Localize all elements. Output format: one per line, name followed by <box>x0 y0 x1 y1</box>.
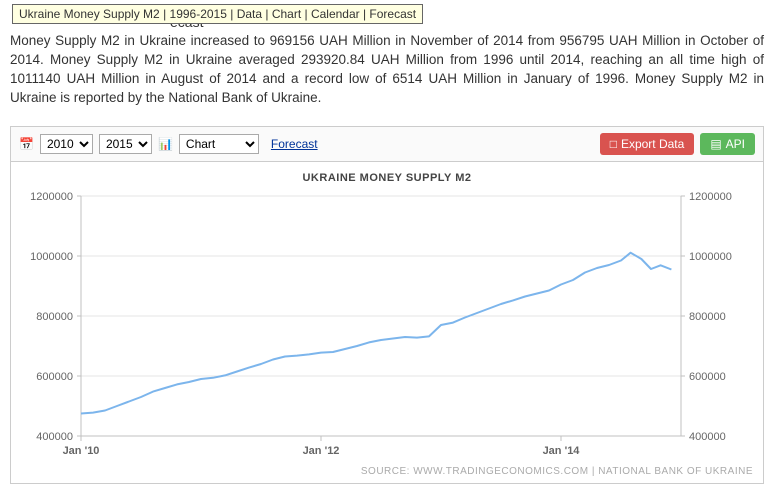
svg-text:400000: 400000 <box>36 431 73 443</box>
chart-toolbar: 📅 2010 2015 📊 Chart Forecast □ Export Da… <box>11 127 763 162</box>
svg-text:400000: 400000 <box>689 431 726 443</box>
chart-svg: 400000 400000 600000 600000 800000 800000 1000… <box>11 186 751 466</box>
svg-text:Jan '10: Jan '10 <box>63 445 100 457</box>
svg-text:600000: 600000 <box>36 371 73 383</box>
description-paragraph: Money Supply M2 in Ukraine increased to … <box>10 32 764 108</box>
svg-text:800000: 800000 <box>689 311 726 323</box>
chart-source: SOURCE: WWW.TRADINGECONOMICS.COM | NATIO… <box>11 466 763 483</box>
svg-text:1000000: 1000000 <box>689 251 732 263</box>
svg-text:800000: 800000 <box>36 311 73 323</box>
calendar-from-icon: 📅 <box>19 137 34 151</box>
chart-type-icon: 📊 <box>158 137 173 151</box>
svg-text:600000: 600000 <box>689 371 726 383</box>
to-year-select[interactable]: 2015 <box>99 134 152 154</box>
svg-text:1200000: 1200000 <box>689 191 732 203</box>
from-year-select[interactable]: 2010 <box>40 134 93 154</box>
chart-panel: 📅 2010 2015 📊 Chart Forecast □ Export Da… <box>10 126 764 484</box>
view-select[interactable]: Chart <box>179 134 259 154</box>
browser-tooltip: Ukraine Money Supply M2 | 1996-2015 | Da… <box>12 4 423 24</box>
export-icon: □ <box>610 137 617 151</box>
svg-text:Jan '14: Jan '14 <box>543 445 581 457</box>
chart-title: UKRAINE MONEY SUPPLY M2 <box>11 162 763 186</box>
export-label: Export Data <box>621 137 684 151</box>
export-data-button[interactable]: □ Export Data <box>600 133 695 155</box>
svg-text:1000000: 1000000 <box>30 251 73 263</box>
api-icon: ▤ <box>710 137 721 151</box>
api-label: API <box>726 137 745 151</box>
forecast-link[interactable]: Forecast <box>271 137 318 151</box>
chart-plot-area: 400000 400000 600000 600000 800000 800000 1000… <box>11 186 763 466</box>
api-button[interactable]: ▤ API <box>700 133 755 155</box>
svg-text:Jan '12: Jan '12 <box>303 445 340 457</box>
svg-text:1200000: 1200000 <box>30 191 73 203</box>
